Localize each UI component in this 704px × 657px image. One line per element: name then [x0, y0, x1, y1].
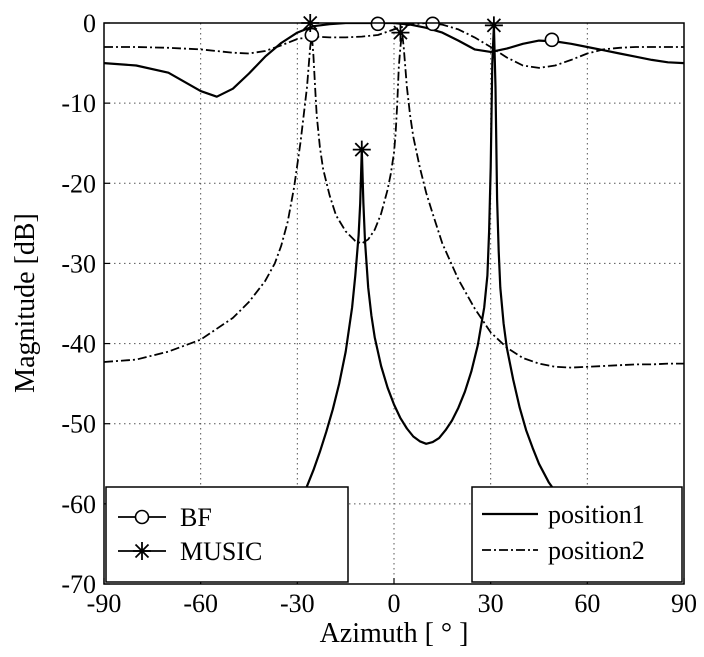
y-tick-label: -40: [61, 330, 96, 359]
x-tick-label: 0: [388, 589, 401, 618]
series-line-bf-position1: [104, 23, 684, 98]
x-tick-label: -60: [183, 589, 218, 618]
x-tick-label: -90: [87, 589, 122, 618]
y-tick-label: -50: [61, 410, 96, 439]
y-tick-label: 0: [83, 9, 96, 38]
series-line-bf-position2: [104, 23, 684, 69]
y-axis-title: Magnitude [dB]: [10, 213, 41, 393]
y-tick-label: -30: [61, 249, 96, 278]
legend-position2-label: position2: [548, 536, 645, 565]
legend-position-box: [471, 486, 683, 583]
y-tick-label: -10: [61, 89, 96, 118]
music-marker: [391, 23, 410, 42]
legend-music-marker: [133, 542, 151, 560]
grid: [104, 23, 684, 584]
bf-marker: [370, 16, 386, 32]
y-axis-ticks: 0 -10 -20 -30 -40 -50 -60 -70: [61, 9, 110, 599]
series-line-music-position1: [299, 24, 588, 521]
x-axis-ticks: -90 -60 -30 0 30 60 90: [87, 578, 697, 618]
y-tick-label: -20: [61, 169, 96, 198]
legend-music-label: MUSIC: [180, 537, 262, 566]
music-marker: [352, 140, 371, 159]
legend-bf-marker: [134, 509, 150, 525]
legend-bf-label: BF: [180, 503, 212, 532]
x-tick-label: -30: [280, 589, 315, 618]
music-marker: [484, 16, 503, 35]
series-lines: [104, 23, 684, 521]
x-tick-label: 30: [478, 589, 504, 618]
legend-position: position1 position2: [471, 486, 683, 583]
x-tick-label: 60: [574, 589, 600, 618]
x-tick-label: 90: [671, 589, 697, 618]
bf-marker: [544, 32, 560, 48]
y-tick-label: -60: [61, 490, 96, 519]
x-axis-title: Azimuth [ ° ]: [320, 618, 469, 649]
y-tick-label: -70: [61, 570, 96, 599]
series-line-music-position2: [104, 31, 684, 369]
legend-method-box: [105, 486, 349, 583]
bf-marker: [425, 16, 440, 32]
legend-position1-label: position1: [548, 500, 645, 529]
bf-marker: [304, 27, 320, 43]
legend-method: BF MUSIC: [105, 486, 349, 583]
